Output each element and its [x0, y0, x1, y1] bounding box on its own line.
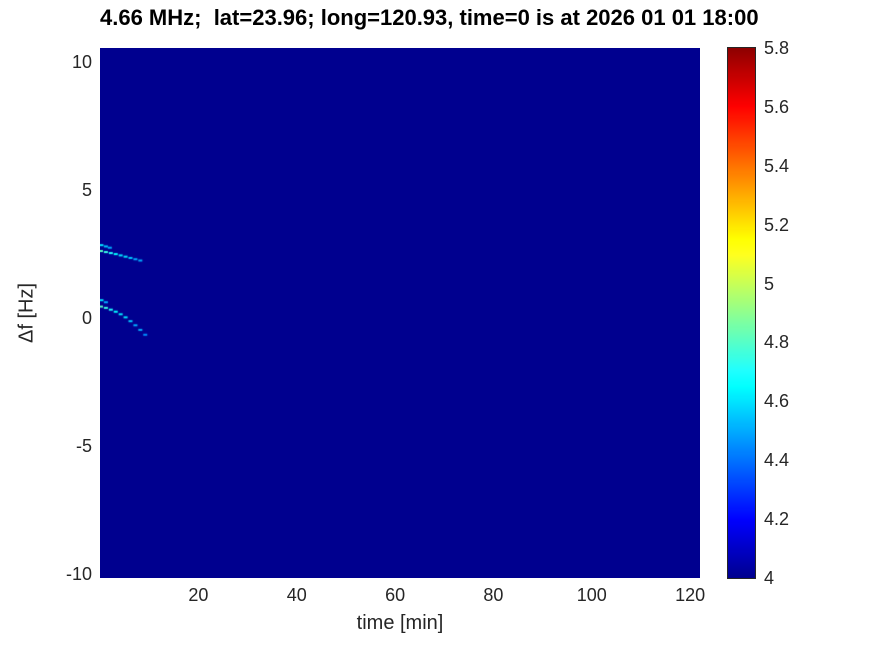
x-tick-label: 100: [576, 585, 607, 605]
y-tick-label: 5: [81, 180, 92, 201]
x-axis-label: time [min]: [356, 612, 444, 634]
y-tick-label: -10: [65, 564, 92, 585]
colorbar: [727, 47, 756, 579]
colorbar-tick-label: 5: [764, 273, 775, 294]
colorbar-tick-label: 4.6: [764, 391, 790, 412]
colorbar-tick-label: 5.4: [764, 155, 790, 176]
x-tick-label: 120: [675, 585, 706, 605]
colorbar-tick-label: 4.8: [764, 332, 790, 353]
colorbar-tick-label: 5.6: [764, 96, 790, 117]
x-tick-label: 60: [385, 585, 406, 605]
x-tick-label: 40: [286, 585, 307, 605]
chart-title: 4.66 MHz; lat=23.96; long=120.93, time=0…: [100, 5, 759, 30]
x-tick-label: 80: [483, 585, 504, 605]
x-tick-label: 20: [188, 585, 209, 605]
y-tick-label: 10: [71, 52, 92, 73]
colorbar-tick-label: 4.4: [764, 450, 790, 471]
colorbar-tick-label: 5.2: [764, 214, 790, 235]
colorbar-tick-label: 5.8: [764, 38, 790, 58]
y-tick-label: -5: [75, 436, 92, 457]
heatmap-plot-area: [100, 48, 700, 578]
y-axis-label: Δf [Hz]: [15, 282, 38, 344]
colorbar-tick-label: 4.2: [764, 509, 790, 530]
colorbar-tick-label: 4: [764, 568, 775, 588]
